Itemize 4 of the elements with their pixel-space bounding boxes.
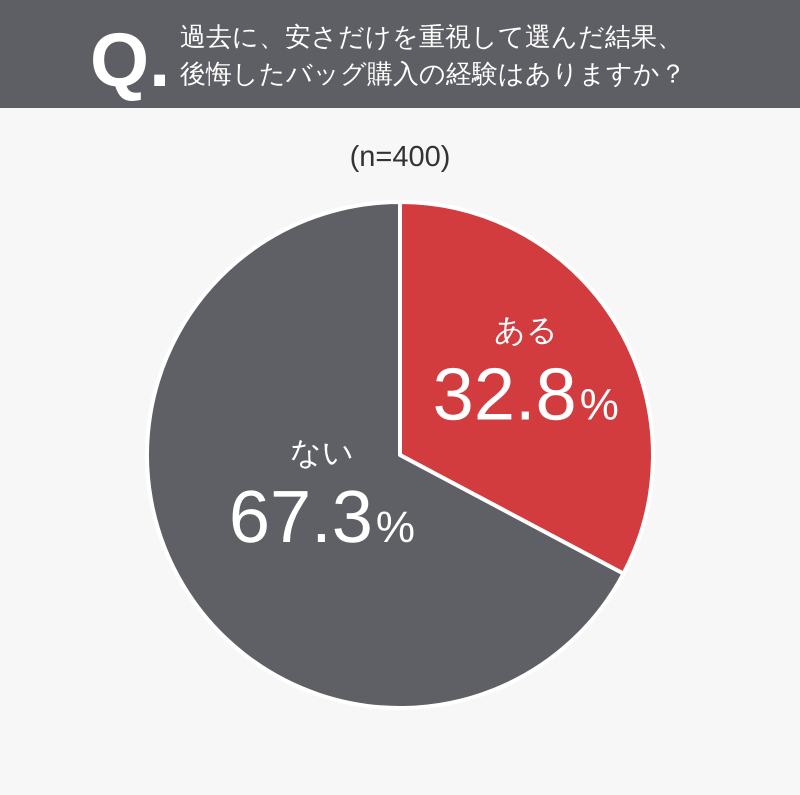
annotation: Q. [90, 18, 170, 103]
title: 過去に、安さだけを重視して選んだ結果、 [180, 22, 683, 52]
subtitle: (n=400) [350, 141, 450, 173]
title: 後悔したバッグ購入の経験はありますか？ [180, 58, 686, 88]
